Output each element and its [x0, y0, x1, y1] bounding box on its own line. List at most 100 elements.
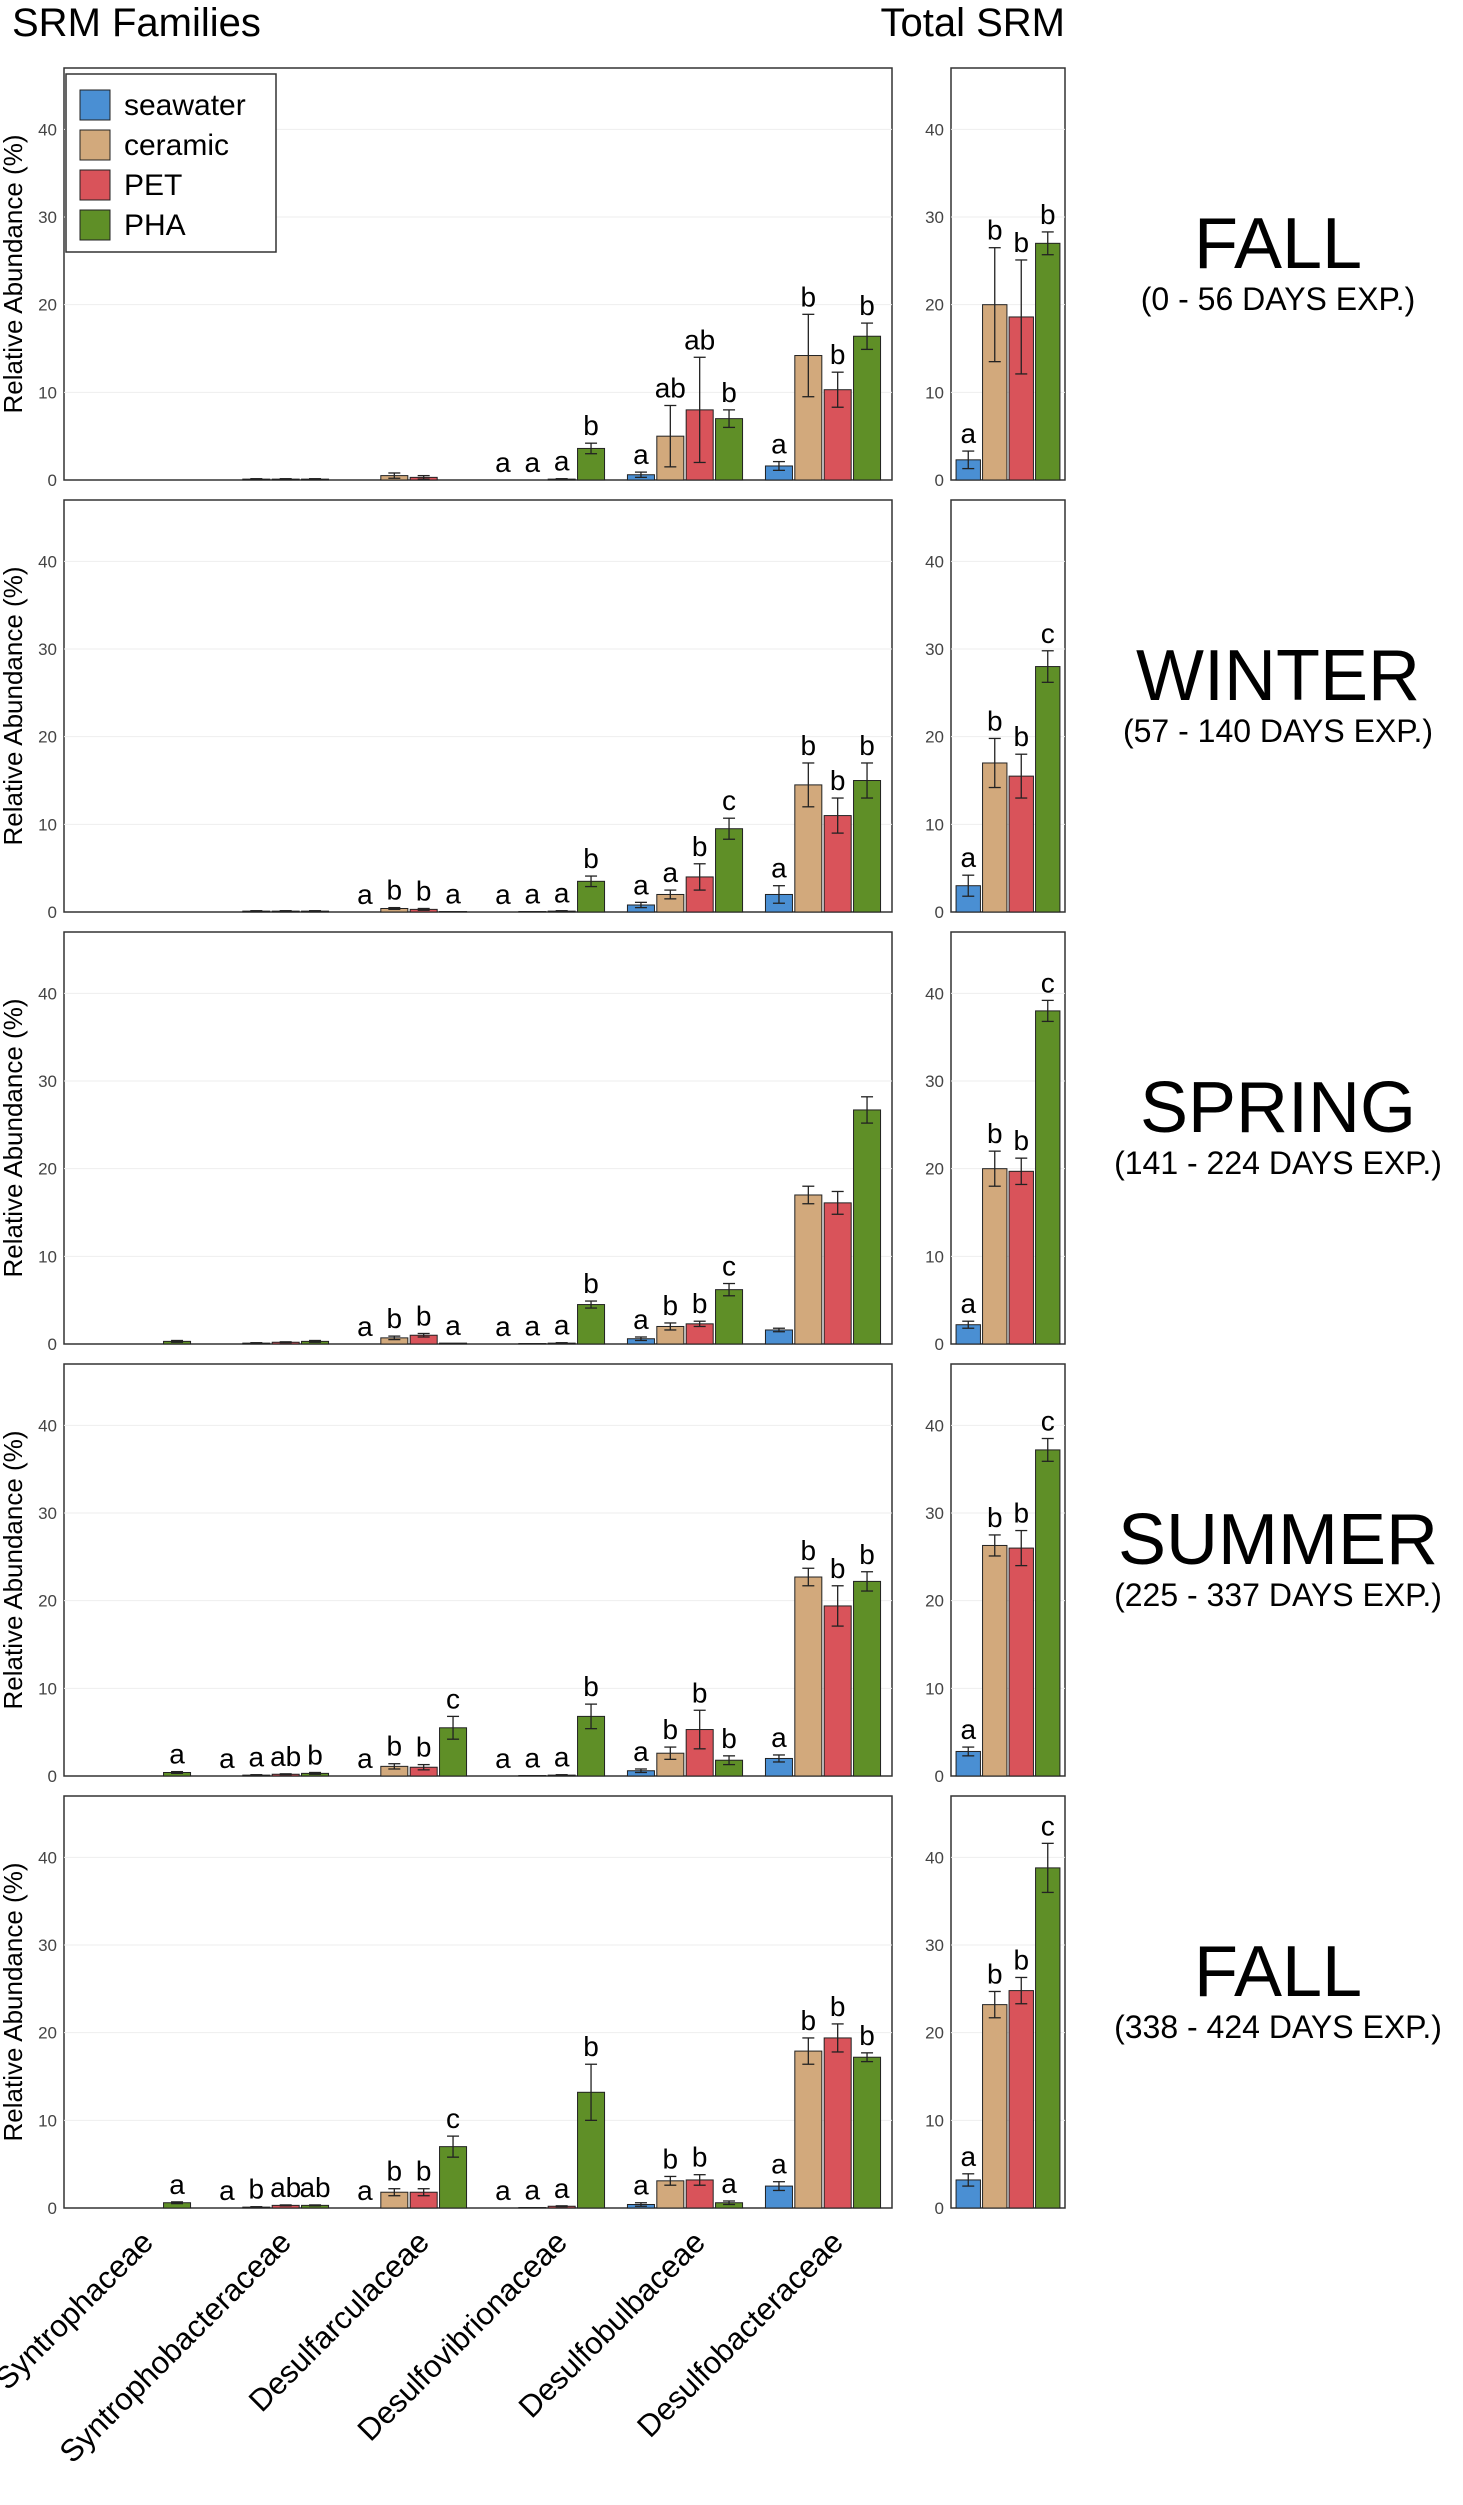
significance-label: a	[554, 446, 570, 477]
legend-label: PET	[124, 169, 182, 202]
significance-label: b	[1013, 1125, 1029, 1156]
significance-label: c	[722, 1251, 736, 1282]
y-tick-label: 10	[38, 383, 57, 402]
significance-label: b	[721, 1723, 737, 1754]
bar	[983, 1169, 1007, 1344]
bar	[1009, 1548, 1033, 1776]
bar	[1036, 1868, 1060, 2208]
bar	[824, 1606, 851, 1776]
y-tick-label: 0	[48, 2199, 57, 2218]
y-tick-label: 20	[925, 2024, 944, 2043]
significance-label: a	[525, 1743, 541, 1774]
significance-label: a	[495, 879, 511, 910]
significance-label: b	[801, 730, 817, 761]
season-period: (0 - 56 DAYS EXP.)	[1141, 281, 1415, 317]
significance-label: b	[583, 843, 599, 874]
significance-label: a	[554, 1310, 570, 1341]
significance-label: ab	[270, 2172, 301, 2203]
significance-label: c	[446, 1683, 460, 1714]
legend-swatch	[80, 170, 110, 200]
significance-label: a	[771, 853, 787, 884]
bar	[854, 2057, 881, 2208]
y-axis-label: Relative Abundance (%)	[0, 1431, 28, 1710]
y-axis-label: Relative Abundance (%)	[0, 1863, 28, 2142]
significance-label: a	[633, 1304, 649, 1335]
significance-label: b	[416, 875, 432, 906]
bar	[716, 829, 743, 912]
significance-label: b	[987, 215, 1003, 246]
significance-label: a	[525, 2175, 541, 2206]
significance-label: b	[249, 2174, 265, 2205]
significance-label: b	[1013, 227, 1029, 258]
y-tick-label: 30	[38, 1072, 57, 1091]
significance-label: a	[495, 447, 511, 478]
significance-label: b	[387, 875, 403, 906]
y-tick-label: 0	[48, 471, 57, 490]
significance-label: a	[633, 439, 649, 470]
significance-label: c	[722, 785, 736, 816]
significance-label: c	[1041, 1406, 1055, 1437]
y-tick-label: 0	[935, 2199, 944, 2218]
significance-label: a	[495, 1311, 511, 1342]
legend-label: ceramic	[124, 129, 229, 162]
significance-label: a	[445, 879, 461, 910]
bar	[1036, 1450, 1060, 1776]
y-tick-label: 20	[925, 1160, 944, 1179]
y-tick-label: 0	[935, 903, 944, 922]
bar	[578, 1305, 605, 1344]
significance-label: b	[692, 831, 708, 862]
significance-label: b	[987, 1958, 1003, 1989]
y-tick-label: 20	[925, 728, 944, 747]
bar	[854, 781, 881, 912]
significance-label: b	[663, 1290, 679, 1321]
bar	[716, 1290, 743, 1344]
y-tick-label: 0	[48, 1767, 57, 1786]
significance-label: a	[554, 878, 570, 909]
y-tick-label: 20	[925, 1592, 944, 1611]
significance-label: b	[859, 290, 875, 321]
y-tick-label: 40	[38, 1416, 57, 1435]
bar	[824, 2038, 851, 2208]
significance-label: b	[663, 2143, 679, 2174]
y-tick-label: 30	[925, 1936, 944, 1955]
significance-label: a	[219, 2175, 235, 2206]
season-period: (141 - 224 DAYS EXP.)	[1114, 1145, 1442, 1181]
y-tick-label: 40	[925, 1848, 944, 1867]
y-tick-label: 10	[925, 815, 944, 834]
y-tick-label: 30	[925, 208, 944, 227]
significance-label: b	[583, 2031, 599, 2062]
significance-label: b	[583, 1671, 599, 1702]
significance-label: ab	[655, 372, 686, 403]
significance-label: c	[1041, 618, 1055, 649]
significance-label: a	[445, 1310, 461, 1341]
significance-label: b	[1040, 199, 1056, 230]
significance-label: a	[633, 869, 649, 900]
significance-label: b	[416, 1732, 432, 1763]
y-axis-label: Relative Abundance (%)	[0, 567, 28, 846]
significance-label: c	[446, 2103, 460, 2134]
significance-label: b	[416, 2156, 432, 2187]
significance-label: b	[830, 339, 846, 370]
significance-label: b	[387, 2156, 403, 2187]
y-tick-label: 20	[38, 728, 57, 747]
bar	[1009, 1171, 1033, 1344]
y-tick-label: 40	[38, 552, 57, 571]
significance-label: a	[525, 1311, 541, 1342]
significance-label: a	[771, 1722, 787, 1753]
y-tick-label: 30	[925, 1072, 944, 1091]
significance-label: b	[830, 1553, 846, 1584]
y-tick-label: 20	[38, 296, 57, 315]
significance-label: b	[801, 1535, 817, 1566]
y-tick-label: 40	[925, 120, 944, 139]
y-tick-label: 10	[38, 2111, 57, 2130]
significance-label: a	[960, 1714, 976, 1745]
significance-label: a	[721, 2168, 737, 2199]
significance-label: a	[771, 2149, 787, 2180]
bar	[1036, 667, 1060, 912]
significance-label: a	[554, 1742, 570, 1773]
significance-label: a	[663, 857, 679, 888]
significance-label: b	[307, 1739, 323, 1770]
y-tick-label: 0	[48, 1335, 57, 1354]
